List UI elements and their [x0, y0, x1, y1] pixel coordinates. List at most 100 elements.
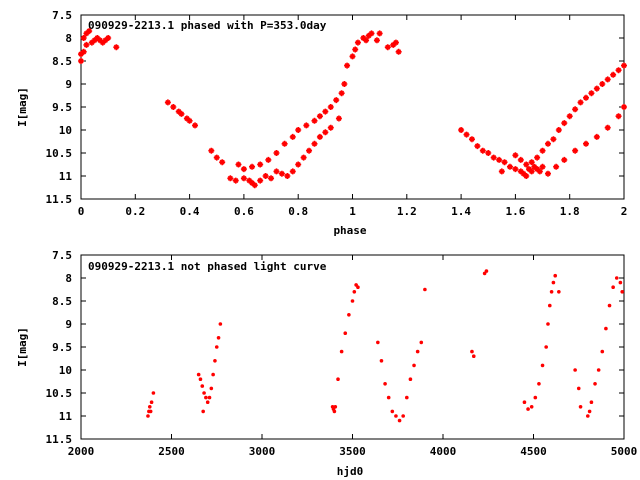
top-chart-data-point [300, 154, 307, 161]
top-chart-y-tick-label: 7.5 [52, 9, 72, 22]
top-chart-data-point [322, 108, 329, 115]
bottom-chart-y-tick-label: 10 [59, 364, 72, 377]
top-chart-data-point [572, 147, 579, 154]
bottom-chart-data-point [412, 363, 416, 368]
top-chart-data-point [534, 166, 541, 173]
bottom-chart-data-point [213, 359, 217, 363]
top-chart-data-point [78, 58, 84, 64]
top-chart-y-tick-label: 8.5 [52, 55, 72, 68]
top-chart-x-tick-label: 0.4 [180, 205, 200, 218]
top-chart-data-point [561, 156, 568, 163]
bottom-chart-data-point [593, 382, 597, 386]
bottom-chart-data-point [350, 299, 355, 303]
top-chart-data-point [83, 41, 90, 48]
top-chart-data-point [338, 90, 345, 97]
bottom-chart-data-point [522, 400, 527, 405]
top-chart-data-point [289, 168, 296, 175]
bottom-chart-data-point [207, 395, 212, 400]
bottom-chart-data-point [415, 349, 420, 354]
bottom-chart-x-tick-label: 5000 [611, 445, 638, 458]
top-chart-data-point [284, 173, 291, 179]
top-chart-data-point [105, 35, 112, 41]
top-chart-data-point [281, 140, 288, 147]
bottom-chart-data-point [356, 285, 360, 290]
top-chart-data-point [376, 30, 383, 37]
bottom-chart-data-point [397, 418, 402, 423]
top-chart-data-point [566, 113, 573, 120]
top-chart-data-point [183, 115, 190, 122]
top-chart-data-point [539, 163, 546, 170]
bottom-chart-data-point [196, 372, 201, 377]
top-chart-data-point [544, 170, 551, 177]
bottom-chart-data-point [405, 395, 409, 400]
top-chart-data-point [175, 108, 182, 115]
top-chart-data-point [235, 161, 242, 168]
top-chart-data-point [213, 154, 220, 161]
bottom-chart-y-tick-label: 9 [65, 318, 72, 331]
bottom-chart-data-point [596, 368, 601, 372]
top-chart-data-point [506, 163, 513, 170]
top-chart-data-point [80, 48, 87, 55]
top-chart-data-point [621, 62, 627, 69]
top-chart-data-point [262, 173, 269, 179]
top-chart-data-point [501, 159, 508, 166]
top-chart-data-point [289, 133, 296, 140]
top-chart-data-point [94, 35, 101, 41]
top-chart-data-point [97, 37, 104, 44]
top-chart-data-point [528, 168, 535, 175]
bottom-chart-y-tick-label: 9.5 [52, 341, 72, 354]
top-chart-x-tick-label: 1.6 [505, 205, 525, 218]
top-chart-data-point [268, 175, 275, 182]
bottom-chart-y-tick-label: 7.5 [52, 249, 72, 262]
bottom-chart-data-point [419, 340, 424, 345]
top-chart-data-point [83, 30, 90, 37]
bottom-chart-data-point [379, 359, 384, 363]
bottom-chart-y-tick-label: 8 [65, 272, 72, 285]
top-chart-data-point [604, 76, 611, 83]
bottom-chart-data-point [218, 322, 223, 326]
top-chart-data-point [621, 104, 627, 110]
top-chart-data-point [78, 51, 84, 58]
top-chart-data-point [208, 147, 215, 154]
top-chart-data-point [553, 163, 560, 170]
top-chart-title: 090929-2213.1 phased with P=353.0day [88, 19, 327, 32]
top-chart-data-point [86, 28, 93, 35]
top-chart-data-point [463, 131, 470, 138]
top-chart-x-tick-label: 0 [78, 205, 85, 218]
top-chart-data-point [88, 39, 95, 46]
bottom-chart-data-point [607, 303, 612, 308]
top-chart-data-point [517, 168, 524, 175]
top-chart-data-point [523, 161, 530, 168]
top-chart-data-point [186, 117, 193, 124]
bottom-chart-data-point [620, 290, 624, 294]
top-chart-data-point [240, 175, 247, 182]
top-chart-ylabel: I[mag] [16, 87, 29, 127]
top-chart-data-point [335, 115, 342, 122]
top-chart-data-point [604, 124, 611, 131]
bottom-chart-data-point [202, 391, 206, 395]
bottom-chart-data-point [336, 377, 340, 382]
top-chart-data-point [273, 168, 280, 175]
top-chart-data-point [615, 113, 622, 120]
top-chart-data-point [349, 53, 356, 60]
top-chart-y-tick-label: 9 [65, 78, 72, 91]
top-chart-data-point [113, 44, 120, 51]
top-chart-data-point [577, 99, 584, 106]
bottom-chart-data-point [547, 303, 552, 308]
bottom-chart-data-point [576, 386, 581, 391]
top-chart-data-point [240, 166, 247, 173]
bottom-chart-data-point [544, 345, 548, 349]
bottom-chart-data-point [578, 405, 583, 409]
bottom-chart-data-point [587, 409, 592, 414]
top-chart-data-point [265, 156, 272, 163]
bottom-chart-data-point [383, 382, 387, 386]
top-chart-data-point [534, 154, 541, 161]
top-chart-data-point [249, 179, 256, 186]
bottom-chart-data-point [401, 414, 405, 418]
bottom-chart: 090929-2213.1 not phased light curve hjd… [16, 249, 637, 478]
bottom-chart-title: 090929-2213.1 not phased light curve [88, 260, 327, 273]
top-chart-data-point [251, 182, 258, 189]
top-chart-data-point [80, 35, 87, 41]
top-chart-x-tick-label: 0.2 [125, 205, 145, 218]
top-chart-data-point [192, 122, 199, 129]
